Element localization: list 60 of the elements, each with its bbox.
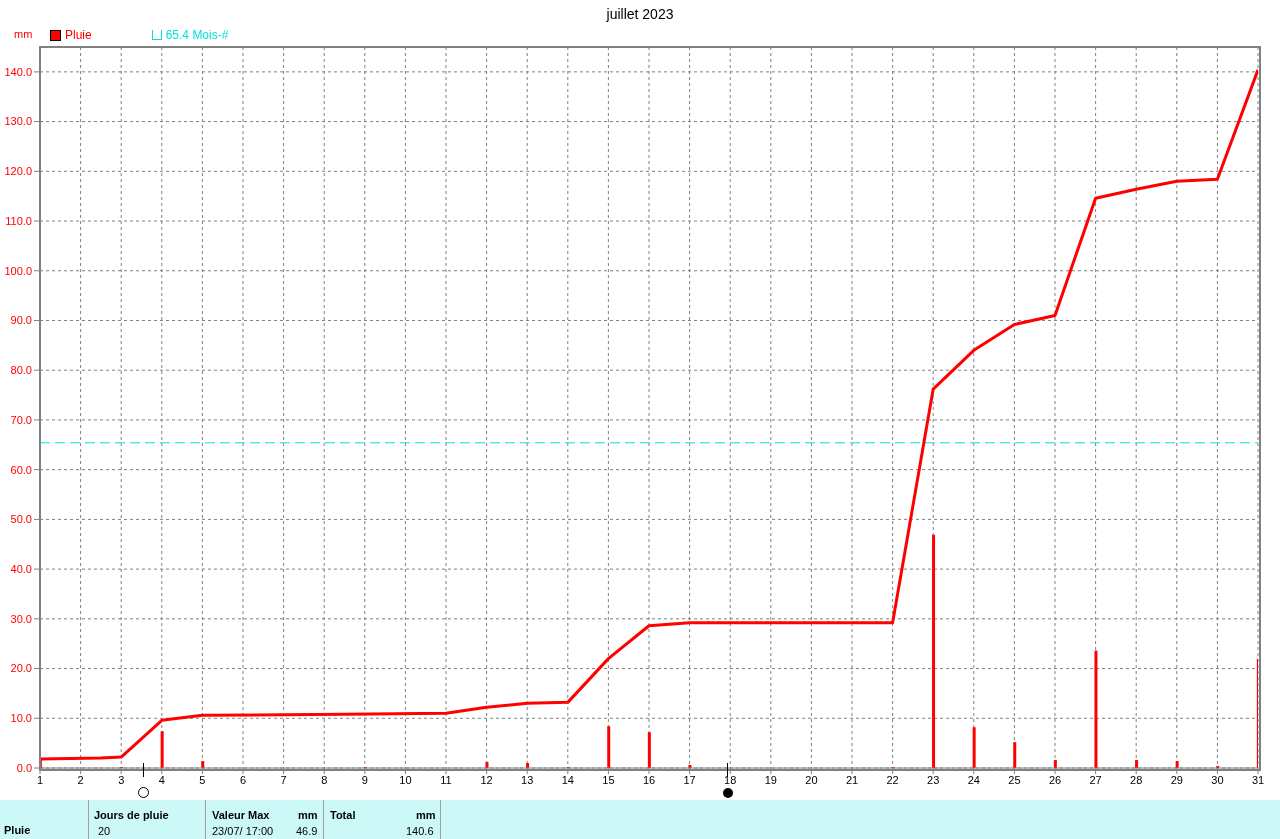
legend-label: 65.4 Mois-#: [164, 28, 229, 42]
x-tick-label: 14: [561, 773, 574, 786]
text: mm: [298, 809, 318, 821]
legend-label: Pluie: [64, 28, 92, 42]
y-tick-label: 0.0: [16, 761, 32, 774]
y-tick-label: 30.0: [10, 612, 32, 625]
x-tick-label: 27: [1089, 773, 1102, 786]
x-tick-label: 24: [967, 773, 980, 786]
x-tick-label: 28: [1130, 773, 1143, 786]
y-tick-label: 130.0: [4, 115, 32, 128]
y-tick-label: 120.0: [4, 165, 32, 178]
x-tick-label: 10: [399, 773, 412, 786]
y-axis-title: mm: [14, 28, 33, 40]
x-tick-label: 4: [158, 773, 165, 786]
x-tick-label: 19: [764, 773, 777, 786]
x-tick-label: 22: [886, 773, 899, 786]
x-tick-label: 26: [1048, 773, 1062, 786]
x-tick-label: 30: [1211, 773, 1224, 786]
text: 20: [98, 825, 111, 837]
text: 46.9: [296, 825, 318, 837]
x-tick-label: 3: [118, 773, 125, 786]
y-tick-label: 70.0: [10, 413, 32, 426]
y-tick-label: 110.0: [5, 214, 32, 227]
y-tick-label: 40.0: [10, 563, 32, 576]
x-tick-label: 16: [642, 773, 656, 786]
x-tick-label: 18: [724, 773, 737, 786]
chart-title: juillet 2023: [605, 6, 675, 22]
x-tick-label: 29: [1170, 773, 1183, 786]
y-tick-label: 50.0: [10, 513, 32, 526]
x-tick-label: 7: [280, 773, 287, 786]
x-tick-label: 1: [36, 773, 44, 786]
text: mm: [416, 809, 436, 821]
text: Pluie: [4, 824, 31, 836]
x-tick-label: 17: [683, 773, 696, 786]
x-tick-label: 20: [805, 773, 818, 786]
x-tick-label: 2: [77, 773, 84, 786]
text: Total: [330, 809, 356, 821]
x-tick-label: 15: [602, 773, 615, 786]
text: 140.6: [406, 825, 434, 837]
y-tick-label: 140.0: [4, 65, 32, 78]
x-tick-label: 21: [845, 773, 859, 786]
text: 23/07/ 17:00: [212, 825, 274, 837]
x-tick-label: 12: [480, 773, 493, 786]
y-tick-label: 20.0: [10, 662, 32, 675]
y-tick-label: 90.0: [10, 314, 32, 327]
x-tick-label: 31: [1251, 773, 1265, 786]
x-tick-label: 11: [440, 773, 452, 786]
text: Jours de pluie: [94, 809, 169, 821]
x-tick-label: 23: [927, 773, 940, 786]
x-tick-label: 6: [239, 773, 247, 786]
y-tick-label: 60.0: [10, 463, 32, 476]
y-tick-label: 10.0: [10, 712, 32, 725]
text: Valeur Max: [212, 809, 270, 821]
x-tick-label: 9: [361, 773, 368, 786]
y-tick-label: 80.0: [10, 364, 32, 377]
x-tick-label: 13: [521, 773, 534, 786]
x-tick-label: 8: [321, 773, 328, 786]
x-tick-label: 5: [199, 773, 206, 786]
y-tick-label: 100.0: [4, 264, 32, 277]
x-tick-label: 25: [1008, 773, 1021, 786]
